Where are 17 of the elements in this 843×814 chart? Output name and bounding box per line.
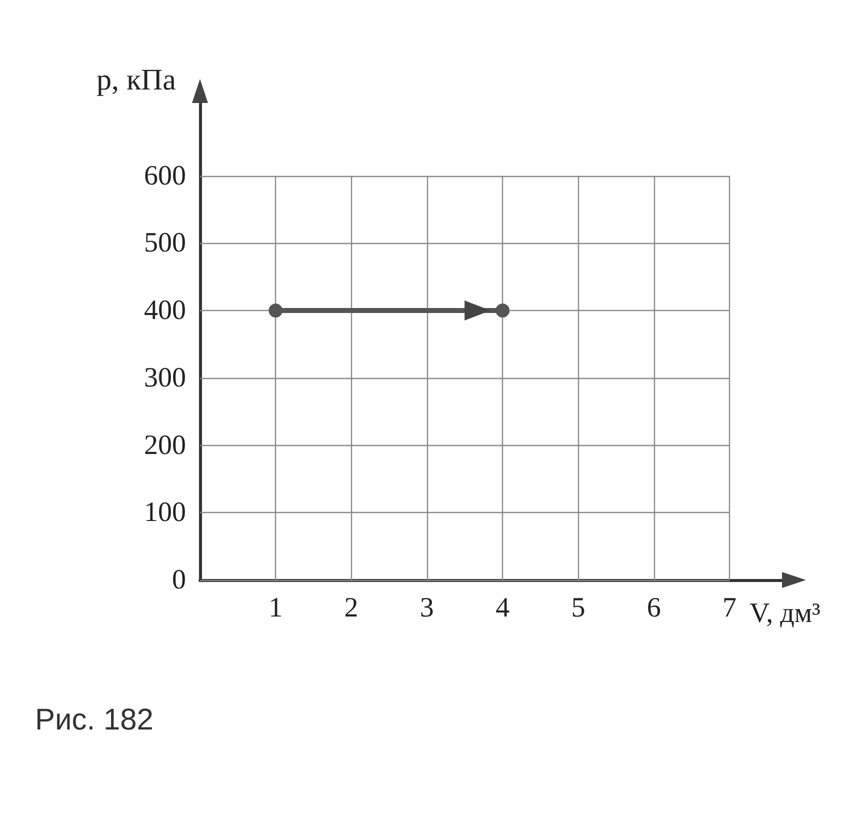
x-tick-label: 5 (571, 592, 586, 624)
x-tick-label: 3 (420, 592, 434, 624)
x-tick-label: 1 (268, 592, 283, 624)
y-tick-label: 400 (144, 295, 186, 326)
y-tick-label: 600 (144, 160, 186, 192)
y-tick-label: 500 (144, 228, 186, 259)
y-tick-label: 0 (172, 564, 186, 596)
text: Рис. 182 (35, 704, 154, 736)
y-tick-label: 300 (144, 362, 186, 394)
y-tick-label: 200 (144, 430, 186, 461)
x-tick-label: 2 (344, 592, 358, 624)
x-tick-label: 7 (722, 592, 736, 624)
y-axis-title: p, кПа (96, 64, 176, 96)
x-axis-title: V, дм³ (749, 598, 820, 629)
x-tick-label: 6 (646, 592, 661, 624)
x-tick-label: 4 (496, 592, 510, 624)
y-tick-label: 100 (144, 497, 186, 528)
